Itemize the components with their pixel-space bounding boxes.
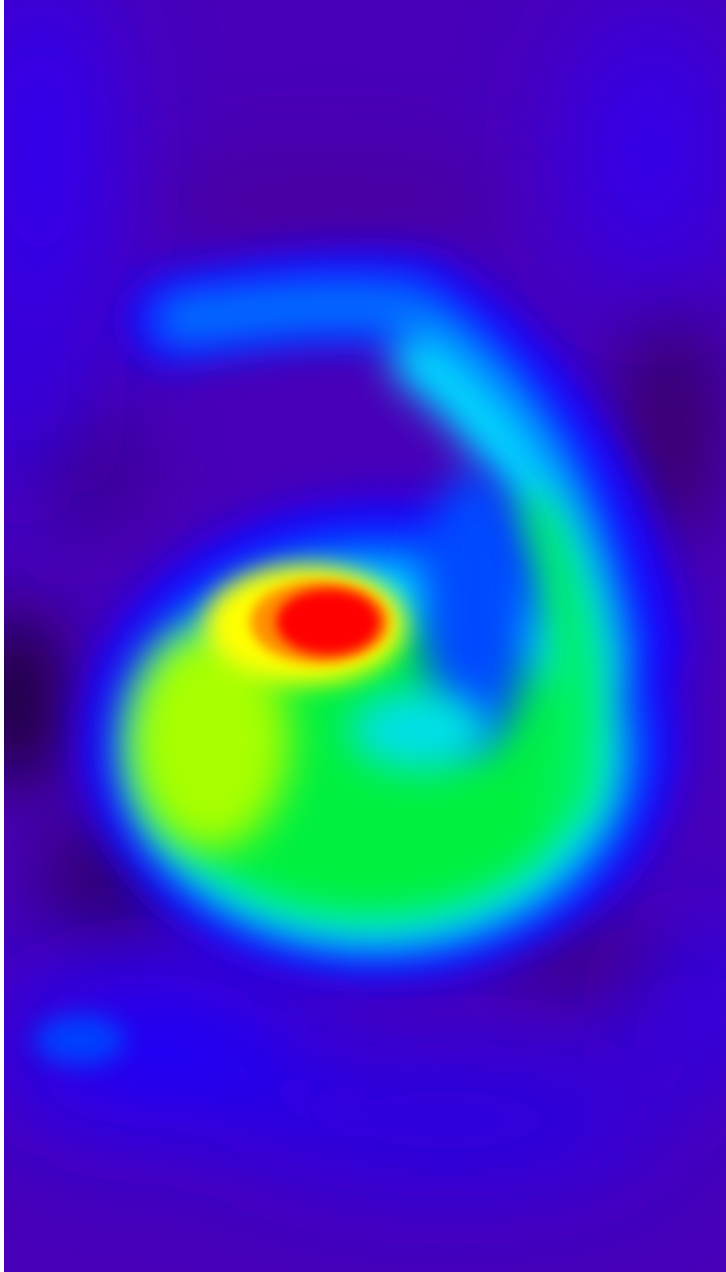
red-core [276, 589, 380, 655]
blue-glows [4, 0, 726, 1180]
dark-spot [4, 610, 60, 790]
yellow-green [130, 630, 290, 850]
dark-spot [620, 300, 720, 540]
glow [4, 0, 100, 350]
glow-spot [35, 1015, 125, 1065]
green-arm [505, 495, 603, 825]
inner-hole [420, 470, 530, 750]
glow [650, 920, 726, 1080]
glow [4, 300, 60, 500]
glow [4, 970, 310, 1130]
inner-cyan [350, 690, 490, 770]
dark-spot [30, 410, 150, 530]
dark-spot [150, 150, 510, 250]
glow [570, 0, 726, 300]
glow [230, 1060, 670, 1180]
